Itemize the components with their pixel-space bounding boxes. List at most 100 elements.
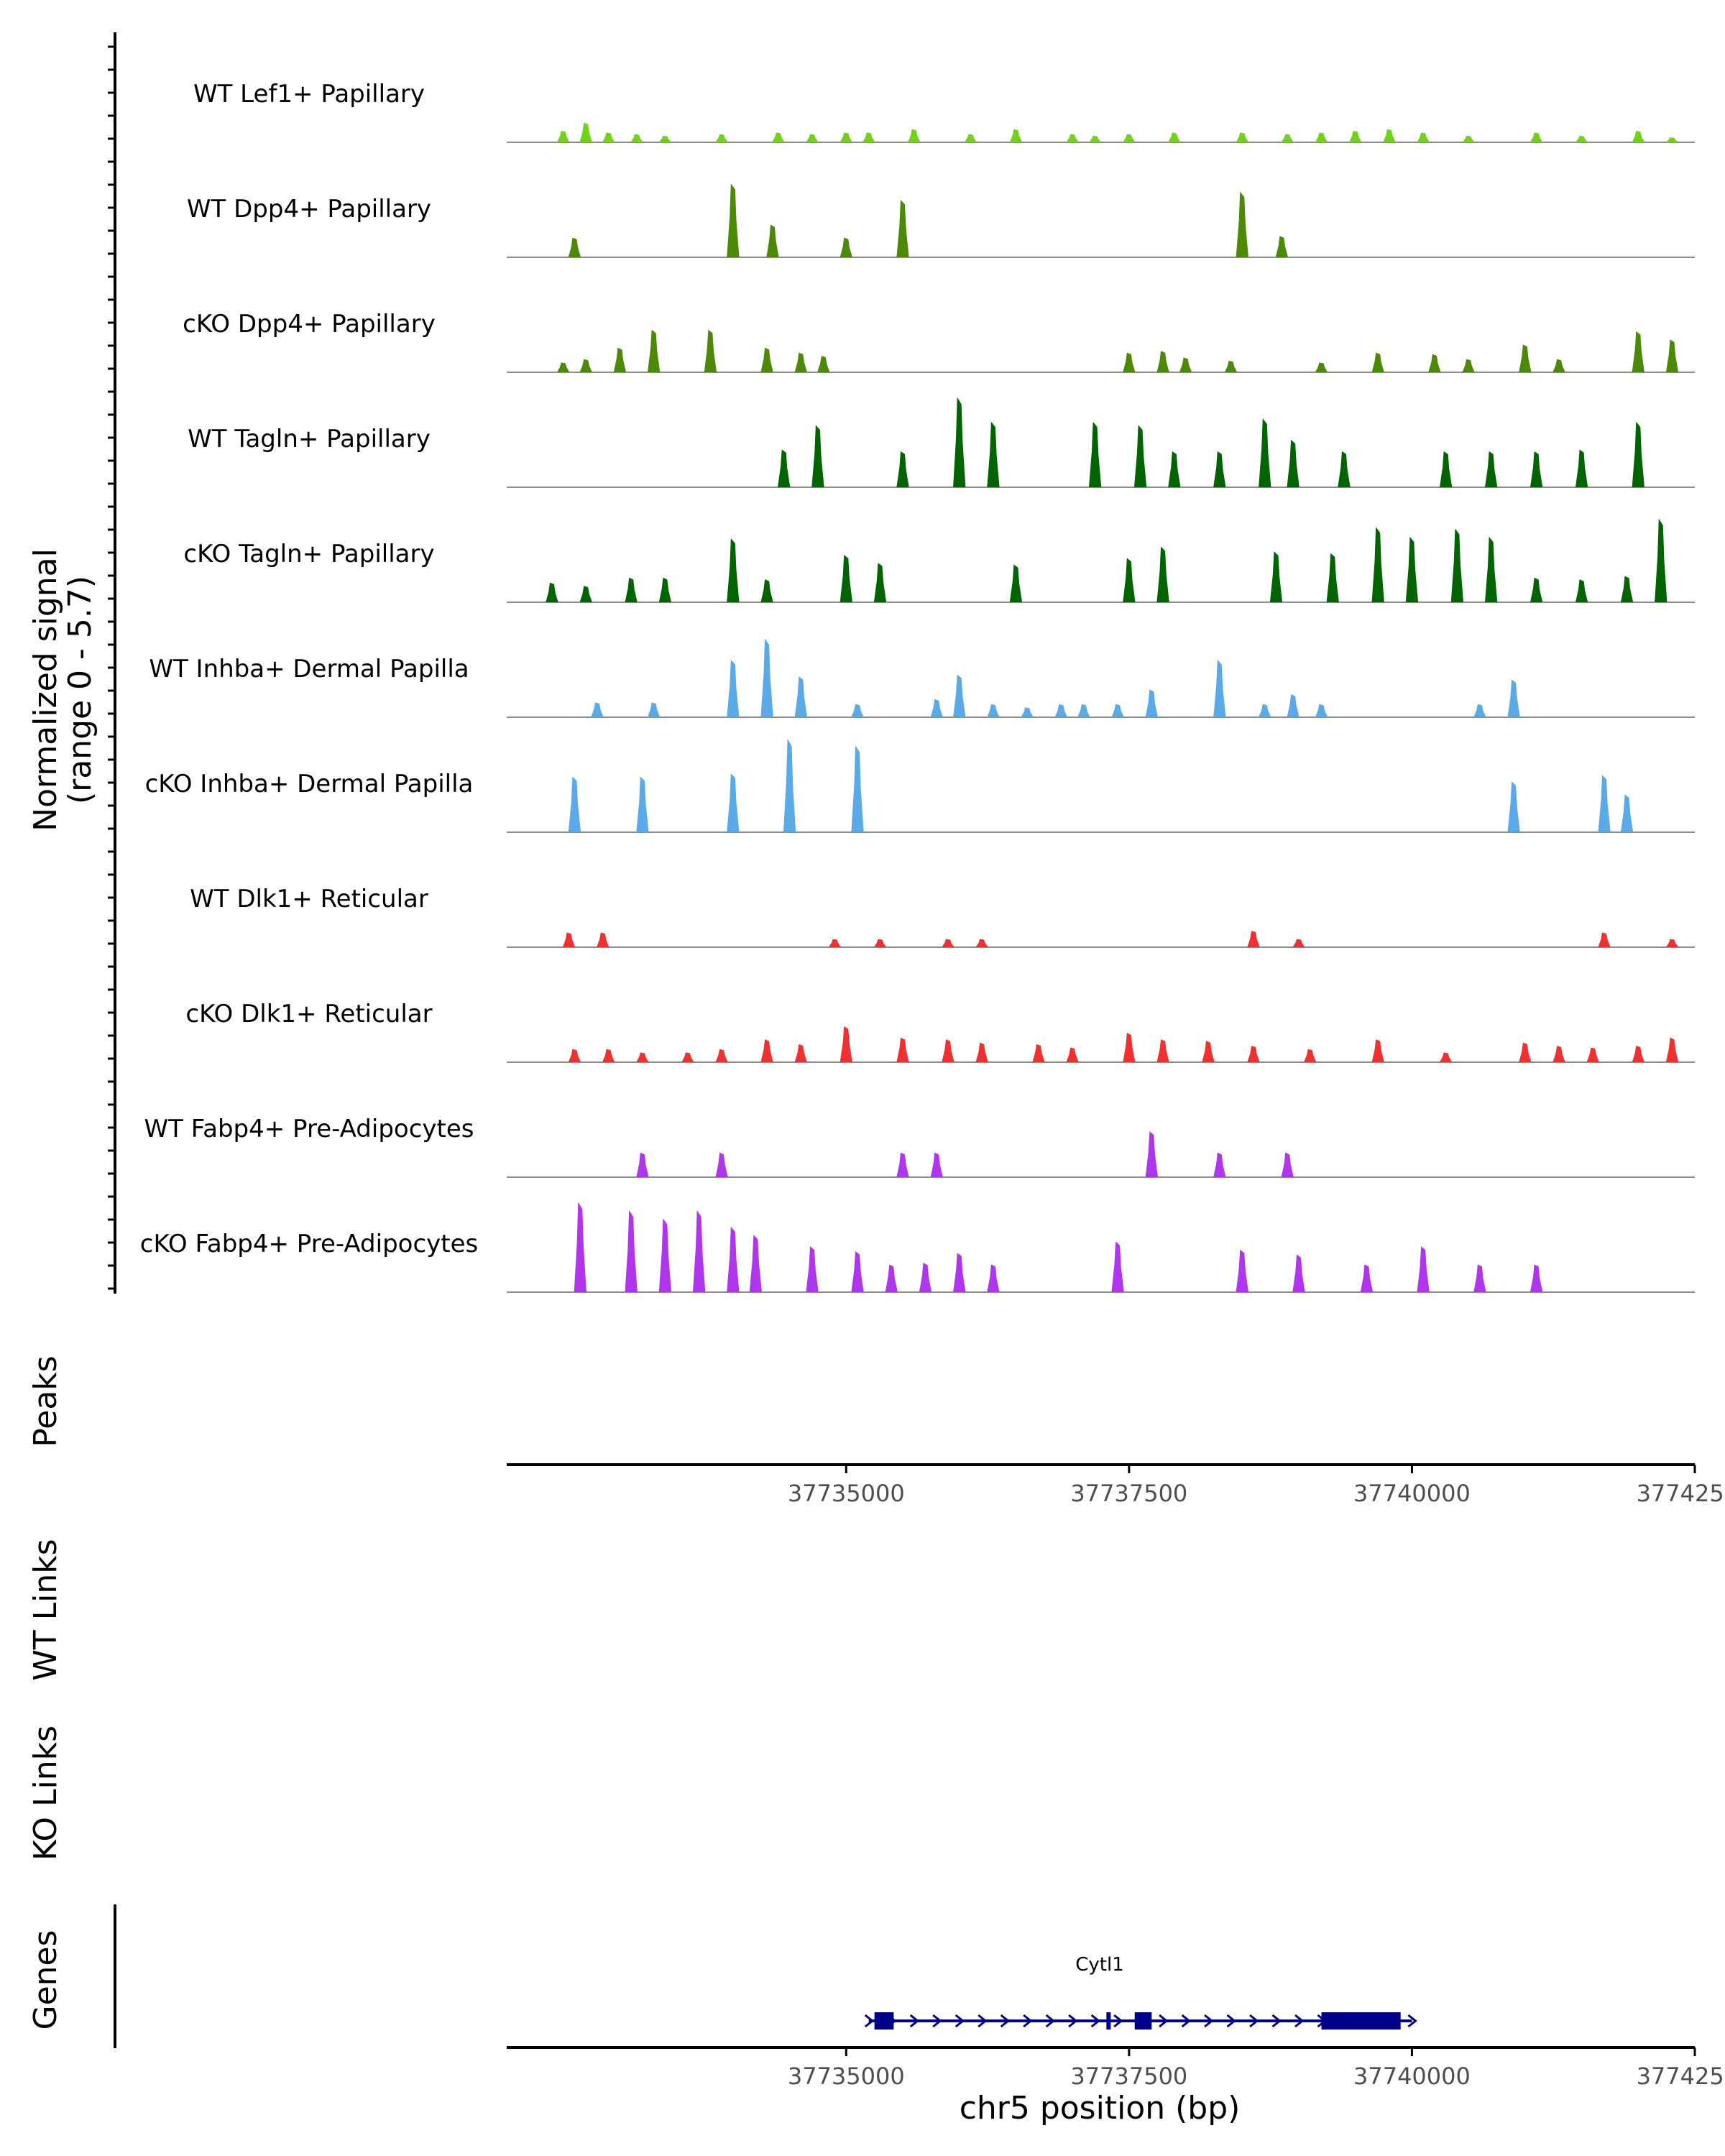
coverage-track: cKO Dpp4+ Papillary [183,310,1695,373]
coverage-peak [930,1152,943,1177]
coverage-peak [1168,451,1181,487]
coverage-peak [647,329,661,372]
coverage-peak [840,132,852,142]
x-axis-tick-label: 37740000 [1353,2063,1471,2090]
coverage-peak [953,674,966,717]
strand-arrow [1000,2014,1011,2028]
coverage-peak [557,362,570,372]
coverage-peak [1259,704,1271,717]
coverage-peak [1665,339,1679,372]
coverage-peak [1066,134,1079,142]
coverage-peak [1338,451,1351,487]
strand-arrow [1045,2014,1056,2028]
coverage-peak [1213,451,1226,487]
coverage-peak [658,577,672,602]
coverage-peak [1620,794,1634,832]
coverage-peak [546,582,558,602]
coverage-peak [1077,704,1090,717]
coverage-peak [975,1042,988,1062]
coverage-peak [568,776,581,832]
strand-arrow [1159,2014,1169,2028]
genes-x-axis: 37735000 37737500 37740000 37742500 [788,2047,1725,2090]
strand-arrow [1204,2014,1214,2028]
gene-exon [1106,2012,1111,2030]
strand-arrow [1023,2014,1033,2028]
coverage-peak [1620,576,1634,602]
coverage-peak [896,1152,909,1177]
gene-exon [1321,2012,1401,2030]
coverage-peak [1145,689,1159,717]
x-axis-tick-label: 37742500 [1637,1480,1725,1507]
coverage-peak [1575,579,1588,602]
coverage-peak [930,699,943,717]
coverage-peak [1269,551,1283,602]
coverage-peak [851,704,864,717]
strand-arrow [1090,2014,1101,2028]
coverage-peak [908,129,921,142]
coverage-peak [562,932,576,947]
coverage-peak [873,563,887,602]
coverage-peak [1202,1041,1215,1062]
coverage-peak [766,224,779,257]
coverage-peak [597,932,610,947]
coverage-peak [851,1250,864,1292]
coverage-peak [1156,1039,1169,1062]
coverage-peak [1123,134,1136,142]
coverage-peak [1371,527,1384,602]
coverage-peak [557,131,570,142]
coverage-peak [1123,352,1136,372]
strand-arrow [1113,2014,1123,2028]
track-label: WT Lef1+ Papillary [193,80,425,109]
coverage-peak [1598,932,1611,947]
coverage-peak [1473,704,1486,717]
coverage-peak [1287,439,1300,487]
coverage-peak [817,356,830,372]
track-label: cKO Dlk1+ Reticular [185,1000,432,1028]
coverage-peak [1281,134,1294,142]
track-label: WT Fabp4+ Pre-Adipocytes [144,1115,474,1143]
coverage-peak [783,739,796,832]
coverage-peak [1484,451,1498,487]
coverage-peak [1054,704,1068,717]
coverage-peak [1586,1047,1599,1062]
coverage-peak [760,347,773,372]
coverage-peak [1236,132,1248,142]
coverage-peak [1287,694,1300,717]
coverage-peak [727,773,740,832]
coverage-peak [1552,359,1565,372]
coverage-peak [636,1052,649,1062]
coverage-peak [1156,546,1169,602]
coverage-peak [1009,129,1023,142]
coverage-peak [1484,536,1498,602]
coverage-peak [1236,1249,1248,1292]
coverage-peak [1632,421,1644,487]
coverage-peak [806,134,819,142]
coverage-peak [1088,135,1102,142]
coverage-peak [579,586,592,602]
coverage-peak [1213,660,1226,717]
coverage-peak [1179,357,1192,372]
coverage-peak [1552,1046,1565,1062]
coverage-peak [1665,1037,1679,1062]
coverage-track: WT Fabp4+ Pre-Adipocytes [144,1115,1695,1178]
coverage-peak [1088,421,1102,487]
coverage-peak [828,939,842,947]
coverage-peak [749,1235,763,1292]
coverage-peak [840,237,852,257]
coverage-y-label-line2: (range 0 - 5.7) [62,576,98,804]
coverage-peak [727,660,740,717]
coverage-peak [1304,1049,1317,1062]
coverage-track: cKO Dlk1+ Reticular [185,1000,1695,1063]
coverage-peak [727,183,740,257]
coverage-peak [1281,1152,1294,1177]
coverage-peak [806,1246,819,1292]
strand-arrow [1226,2014,1236,2028]
coverage-peak [1507,781,1520,832]
wt-links-panel-label: WT Links [27,1539,64,1680]
coverage-y-label-line1: Normalized signal [27,548,64,831]
coverage-peak [1133,425,1147,487]
coverage-peak [1530,1264,1543,1292]
coverage-peak [1123,1032,1136,1062]
x-axis-tick-label: 37737500 [1070,1480,1187,1507]
